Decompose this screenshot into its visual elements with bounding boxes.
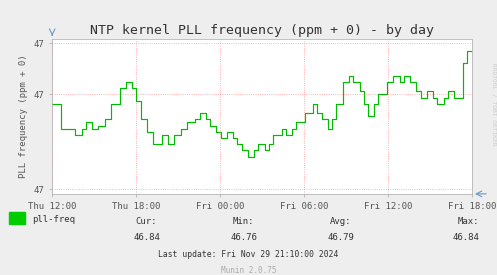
Text: 46.76: 46.76 xyxy=(230,233,257,242)
Text: 46.84: 46.84 xyxy=(453,233,480,242)
Y-axis label: PLL frequency (ppm + 0): PLL frequency (ppm + 0) xyxy=(19,54,28,178)
Text: RRDTOOL / TOBI OETIKER: RRDTOOL / TOBI OETIKER xyxy=(491,63,496,146)
Text: Last update: Fri Nov 29 21:10:00 2024: Last update: Fri Nov 29 21:10:00 2024 xyxy=(159,250,338,259)
Text: 46.84: 46.84 xyxy=(133,233,160,242)
Text: Max:: Max: xyxy=(458,217,480,226)
Text: Munin 2.0.75: Munin 2.0.75 xyxy=(221,266,276,274)
Title: NTP kernel PLL frequency (ppm + 0) - by day: NTP kernel PLL frequency (ppm + 0) - by … xyxy=(90,24,434,37)
Text: 46.79: 46.79 xyxy=(327,233,354,242)
Text: Cur:: Cur: xyxy=(136,217,158,226)
Text: pll-freq: pll-freq xyxy=(32,216,76,224)
Text: Min:: Min: xyxy=(233,217,254,226)
Text: Avg:: Avg: xyxy=(330,217,351,226)
